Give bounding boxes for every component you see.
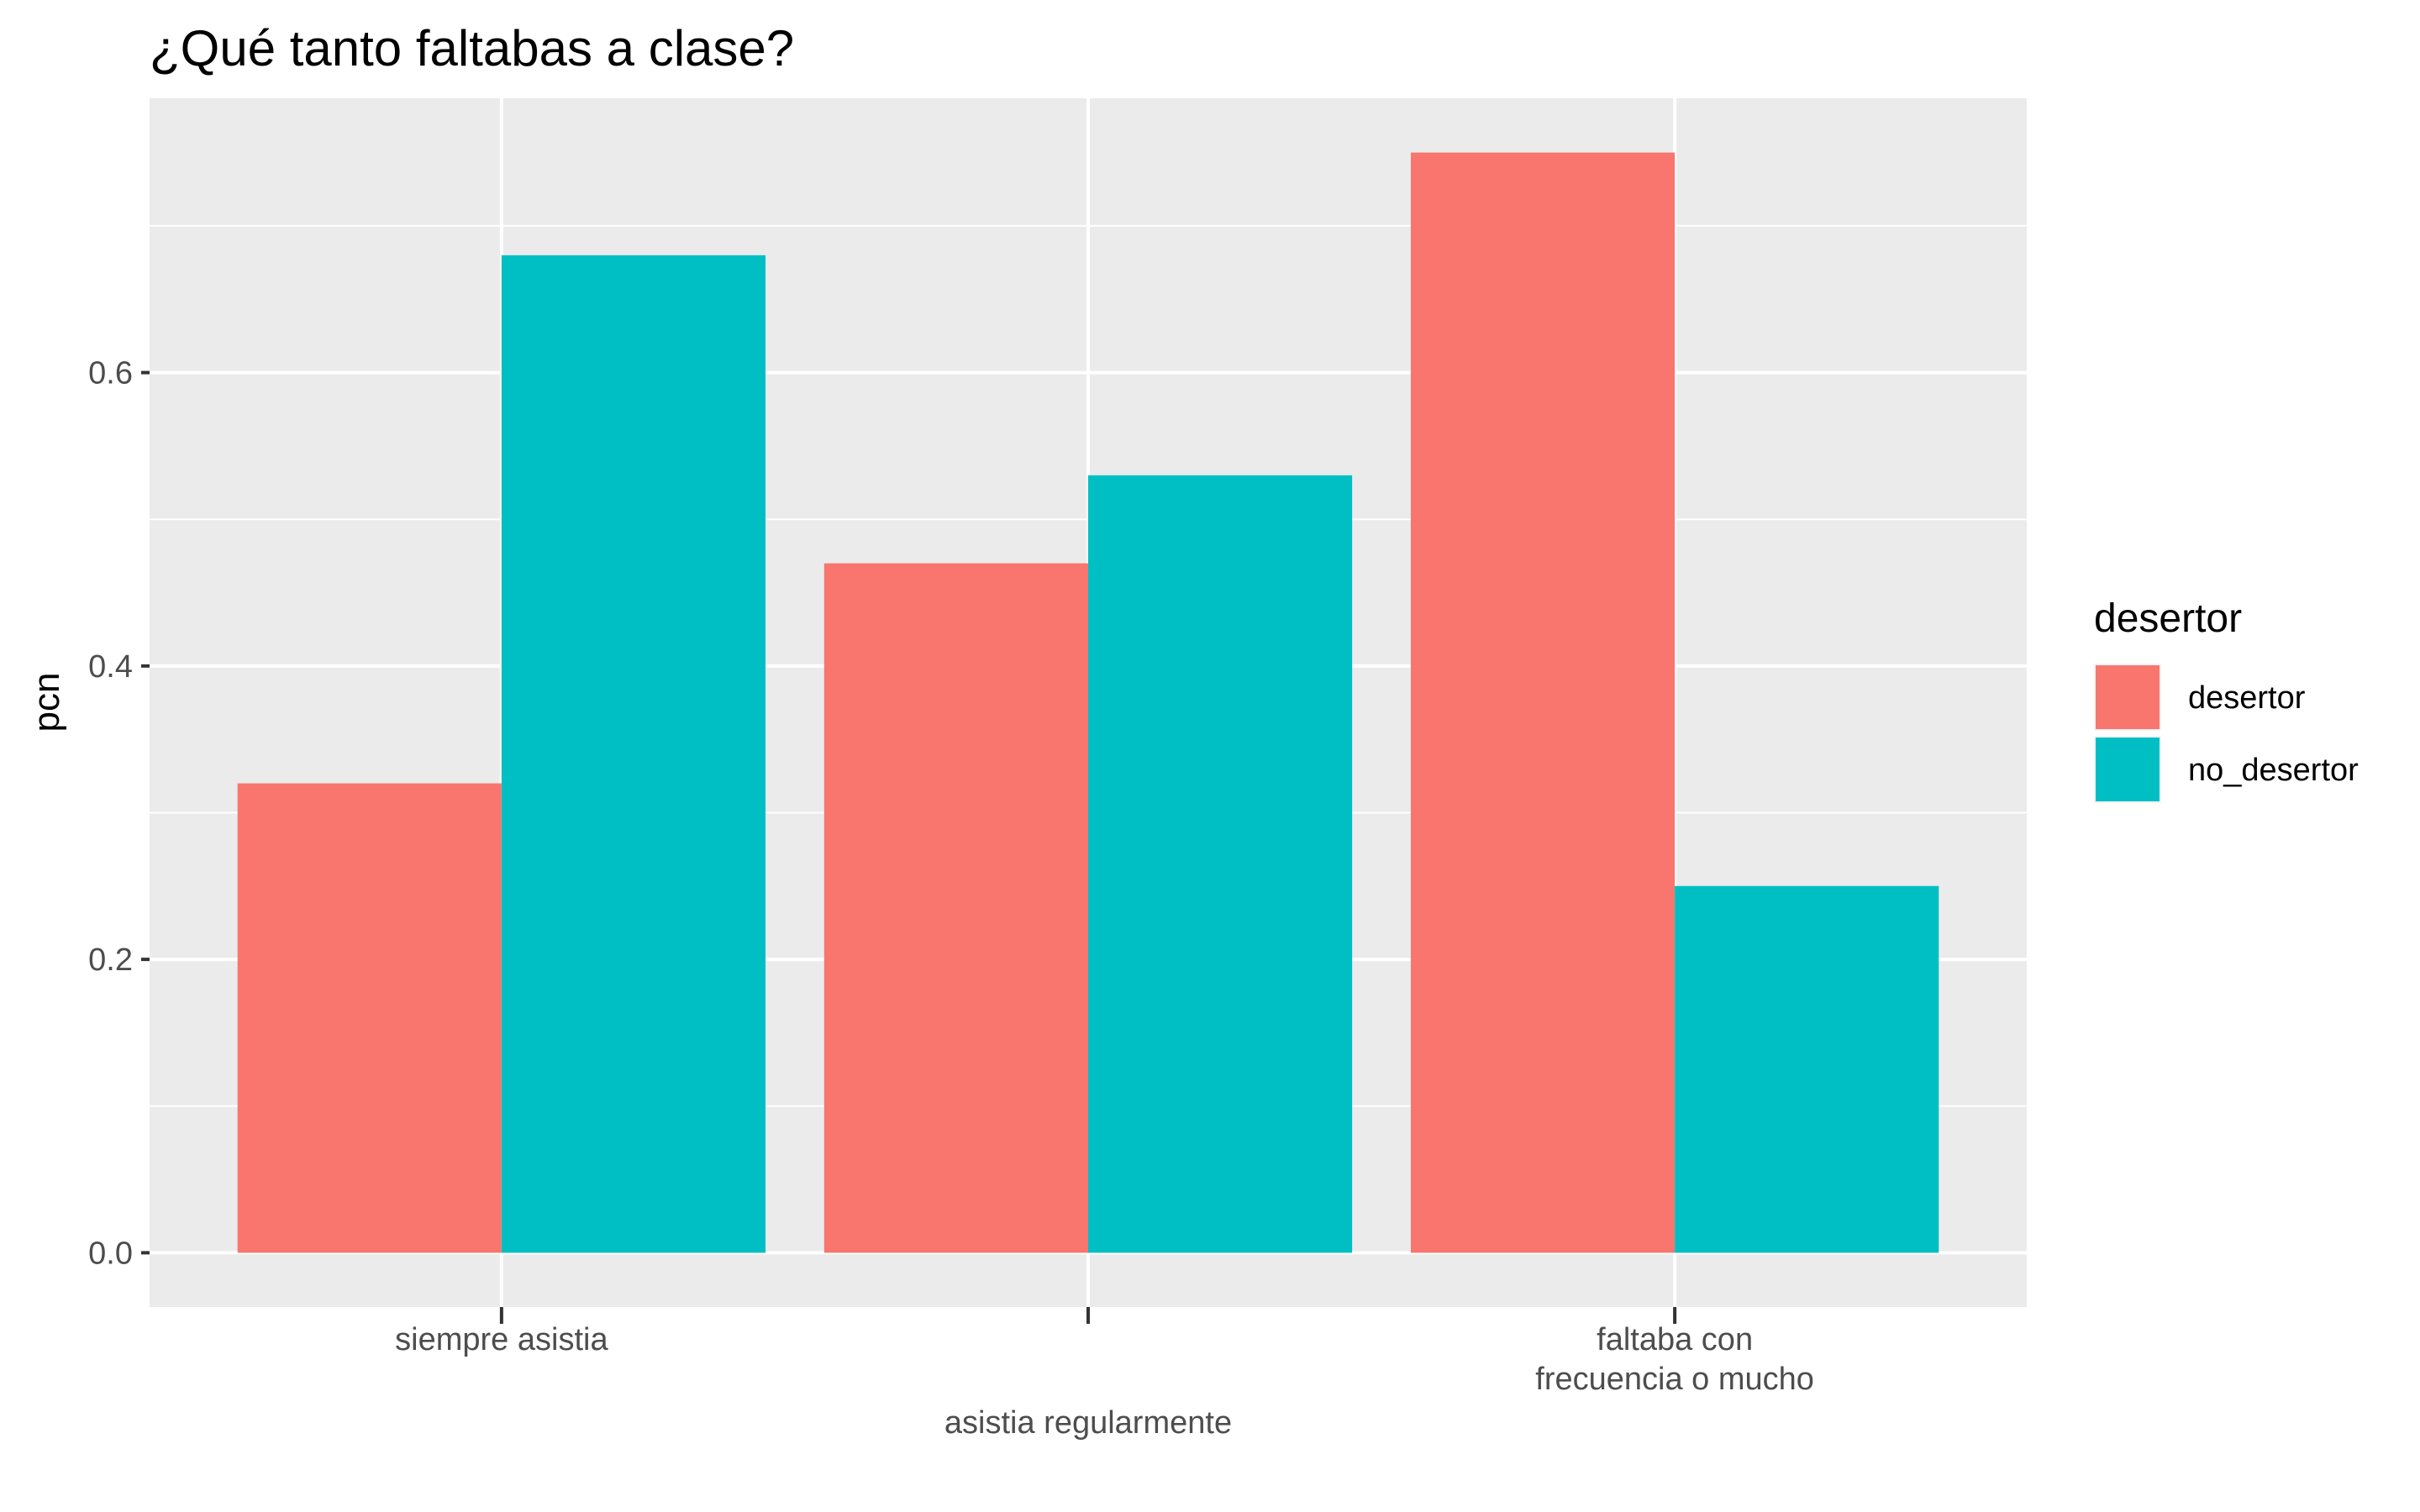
legend-key-no_desertor xyxy=(2096,738,2160,801)
bar-desertor xyxy=(823,563,1088,1253)
bar-desertor xyxy=(237,783,502,1253)
y-tick-label: 0.2 xyxy=(88,942,133,978)
x-tick-label: siempre asistia xyxy=(395,1322,608,1357)
bars xyxy=(237,152,1939,1253)
x-axis: siempre asistia asistia regularmente falta… xyxy=(395,1307,1814,1441)
legend-label: desertor xyxy=(2188,680,2306,716)
y-tick-label: 0.6 xyxy=(88,356,133,391)
y-tick-label: 0.4 xyxy=(88,649,133,685)
y-axis: 0.0 0.2 0.4 0.6 xyxy=(88,356,150,1271)
bar-no_desertor xyxy=(501,255,766,1253)
legend-label: no_desertor xyxy=(2188,753,2359,788)
legend-title: desertor xyxy=(2094,596,2242,641)
legend: desertor desertor no_desertor xyxy=(2094,596,2359,803)
x-tick-label: asistia regularmente xyxy=(944,1405,1232,1441)
x-tick-label: faltaba con xyxy=(1597,1322,1753,1357)
x-tick-label: frecuencia o mucho xyxy=(1535,1362,1814,1397)
y-axis-title: pcn xyxy=(26,673,67,732)
bar-desertor xyxy=(1410,152,1676,1253)
bar-no_desertor xyxy=(1675,885,1939,1253)
legend-key-desertor xyxy=(2096,665,2160,729)
chart-title: ¿Qué tanto faltabas a clase? xyxy=(150,20,794,76)
bar-no_desertor xyxy=(1088,475,1353,1253)
y-tick-label: 0.0 xyxy=(88,1236,133,1271)
